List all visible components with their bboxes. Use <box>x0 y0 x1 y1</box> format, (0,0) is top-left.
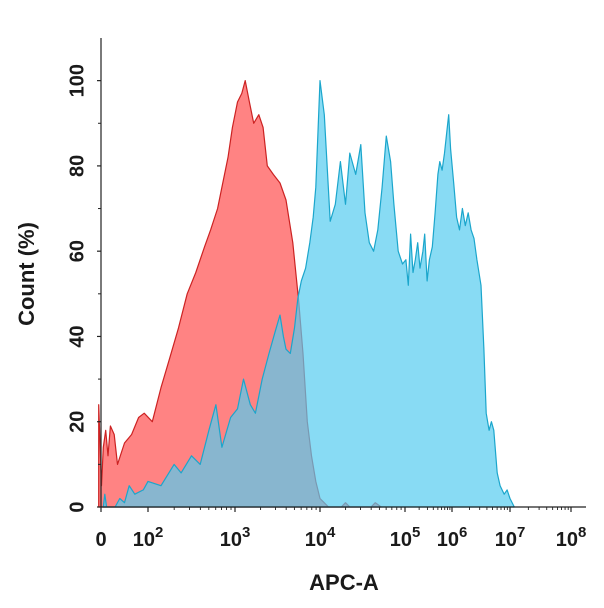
series-layer <box>98 80 515 508</box>
y-tick-label: 60 <box>66 240 88 262</box>
y-tick-labels: 0 20 40 60 80 100 <box>66 64 88 513</box>
y-tick-label: 100 <box>66 64 88 97</box>
axes-layer <box>97 38 586 512</box>
y-tick-label: 80 <box>66 155 88 177</box>
x-axis-title: APC-A <box>309 570 379 595</box>
y-tick-label: 20 <box>66 411 88 433</box>
x-tick-label: 107 <box>495 524 526 551</box>
y-tick-label: 40 <box>66 325 88 347</box>
series-blue-area <box>102 80 515 508</box>
y-axis-title: Count (%) <box>14 222 39 326</box>
x-tick-label: 105 <box>390 524 421 551</box>
x-tick-label: 104 <box>305 524 336 551</box>
x-tick-label: 106 <box>437 524 468 551</box>
x-tick-label: 103 <box>220 524 251 551</box>
x-tick-label: 0 <box>95 529 106 551</box>
x-tick-labels: 0 102 103 104 105 106 107 108 <box>95 524 586 551</box>
y-tick-label: 0 <box>66 501 88 512</box>
x-tick-label: 108 <box>556 524 587 551</box>
x-tick-label: 102 <box>133 524 164 551</box>
